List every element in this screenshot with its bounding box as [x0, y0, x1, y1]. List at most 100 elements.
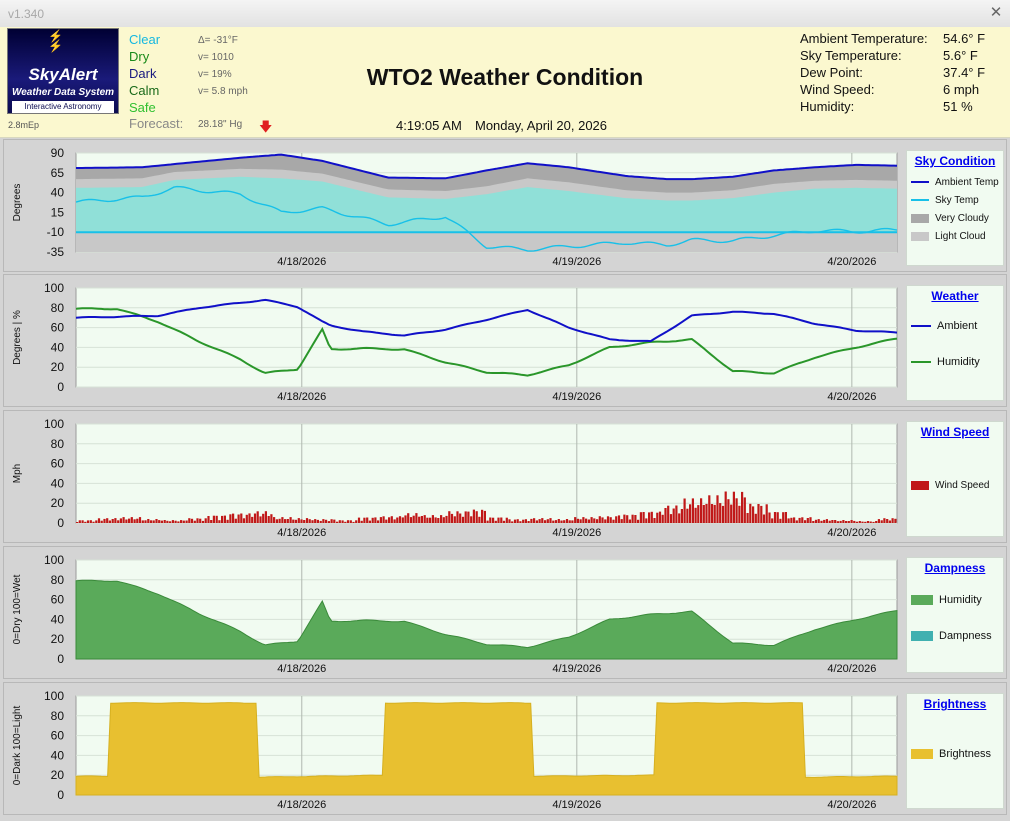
wind-bar — [221, 515, 224, 523]
wind-bar — [516, 519, 519, 523]
wind-bar — [612, 519, 615, 523]
condition-label-dry: Dry — [129, 49, 150, 64]
wind-bar — [672, 508, 675, 523]
title-bar: v1.340 ✕ — [0, 0, 1010, 28]
wind-bar — [732, 491, 735, 523]
wind-bar — [609, 517, 612, 523]
wind-bar — [442, 517, 445, 523]
y-tick-label: 40 — [51, 748, 65, 762]
legend-title: Sky Condition — [914, 154, 996, 168]
wind-bar — [719, 503, 722, 523]
wind-bar — [196, 518, 199, 523]
humidity-area — [75, 579, 898, 660]
wind-bar — [850, 520, 853, 523]
wind-bar — [166, 520, 169, 523]
wind-bar — [784, 512, 787, 523]
wind-bar — [500, 517, 503, 523]
y-tick-label: 40 — [51, 476, 65, 490]
wind-bar — [847, 521, 850, 523]
wind-bar — [434, 517, 437, 523]
brightness-area — [75, 702, 898, 796]
wind-bar — [78, 520, 81, 523]
wind-bar — [596, 519, 599, 523]
weather-legend: Weather Ambient Humidity — [906, 285, 1004, 401]
wind-bar — [409, 517, 413, 523]
wind-bar — [204, 518, 207, 523]
legend-item-light-cloud: Light Cloud — [911, 231, 986, 242]
wind-bar — [125, 519, 128, 523]
wind-bar — [316, 519, 319, 523]
wind-bar — [787, 518, 790, 523]
wind-bar — [336, 521, 339, 523]
forecast-label: Forecast: — [129, 116, 184, 131]
wind-bar — [691, 498, 694, 523]
wind-bar — [669, 514, 673, 523]
wind-bar — [804, 520, 807, 523]
wind-bar — [464, 511, 467, 523]
wind-bar — [894, 518, 897, 523]
wind-bar — [108, 520, 111, 523]
wind-bar — [631, 514, 634, 523]
wind-bar — [226, 519, 229, 523]
wind-bar — [423, 515, 426, 523]
wind-bar — [702, 505, 705, 523]
wind-bar — [680, 509, 683, 523]
x-tick-label: 4/20/2026 — [827, 527, 876, 539]
x-tick-label: 4/18/2026 — [277, 663, 326, 675]
wind-bar — [891, 518, 894, 523]
y-tick-label: 80 — [51, 573, 65, 587]
wind-bar — [89, 520, 92, 523]
wind-bar — [472, 509, 475, 523]
legend-item-humidity: Humidity — [911, 594, 982, 606]
condition-label-safe: Safe — [129, 100, 156, 115]
y-tick-label: 60 — [51, 729, 65, 743]
wind-bar — [710, 504, 714, 523]
wind-bar — [106, 518, 109, 523]
wind-bar — [656, 512, 659, 523]
dampness-legend: Dampness Humidity Dampness — [906, 557, 1004, 673]
clear-area — [76, 176, 897, 233]
wind-bar — [743, 497, 746, 523]
wind-bar — [158, 520, 161, 523]
wind-bar — [593, 518, 596, 523]
wind-bar — [270, 514, 273, 523]
wind-bar — [494, 520, 497, 523]
wind-bar — [705, 503, 708, 523]
weather-panel: 100 80 60 40 20 0 4/18/2026 4/19/2026 4/20/2026 D… — [3, 274, 1007, 407]
wind-bar — [839, 520, 842, 523]
y-axis-label: Mph — [12, 464, 23, 483]
wind-bar — [341, 520, 344, 523]
wind-bar — [650, 511, 653, 523]
wind-bar — [845, 521, 848, 523]
x-tick-label: 4/18/2026 — [277, 391, 326, 403]
wind-bar — [357, 517, 361, 523]
wind-bar — [149, 520, 153, 523]
wind-bar — [513, 519, 517, 523]
wind-bar — [199, 518, 202, 523]
legend-label: Wind Speed — [935, 480, 990, 491]
stat-label-ambient: Ambient Temperature: — [800, 31, 928, 46]
wind-bar — [163, 520, 166, 523]
wind-bar — [333, 519, 336, 523]
wind-bar — [549, 518, 552, 523]
wind-bar — [398, 516, 402, 523]
wind-bar — [281, 517, 284, 523]
y-tick-label: 40 — [51, 186, 65, 200]
wind-bar — [790, 517, 793, 523]
wind-bar — [300, 519, 303, 523]
wind-bar — [875, 521, 878, 523]
y-tick-label: 60 — [51, 593, 65, 607]
wind-bar — [574, 517, 577, 523]
wind-bar — [522, 519, 525, 523]
wind-bar — [119, 518, 122, 523]
close-icon[interactable]: ✕ — [989, 4, 1003, 21]
logo-brand: SkyAlert — [28, 65, 98, 84]
wind-bar — [122, 517, 125, 523]
logo-tagline: Interactive Astronomy — [12, 101, 114, 113]
wind-bar — [823, 519, 826, 523]
down-arrow-icon: 🡇 — [259, 119, 273, 134]
wind-bar — [371, 517, 374, 523]
y-tick-label: -35 — [47, 245, 65, 259]
version-label: v1.340 — [8, 7, 45, 21]
y-tick-label: 100 — [44, 553, 64, 567]
